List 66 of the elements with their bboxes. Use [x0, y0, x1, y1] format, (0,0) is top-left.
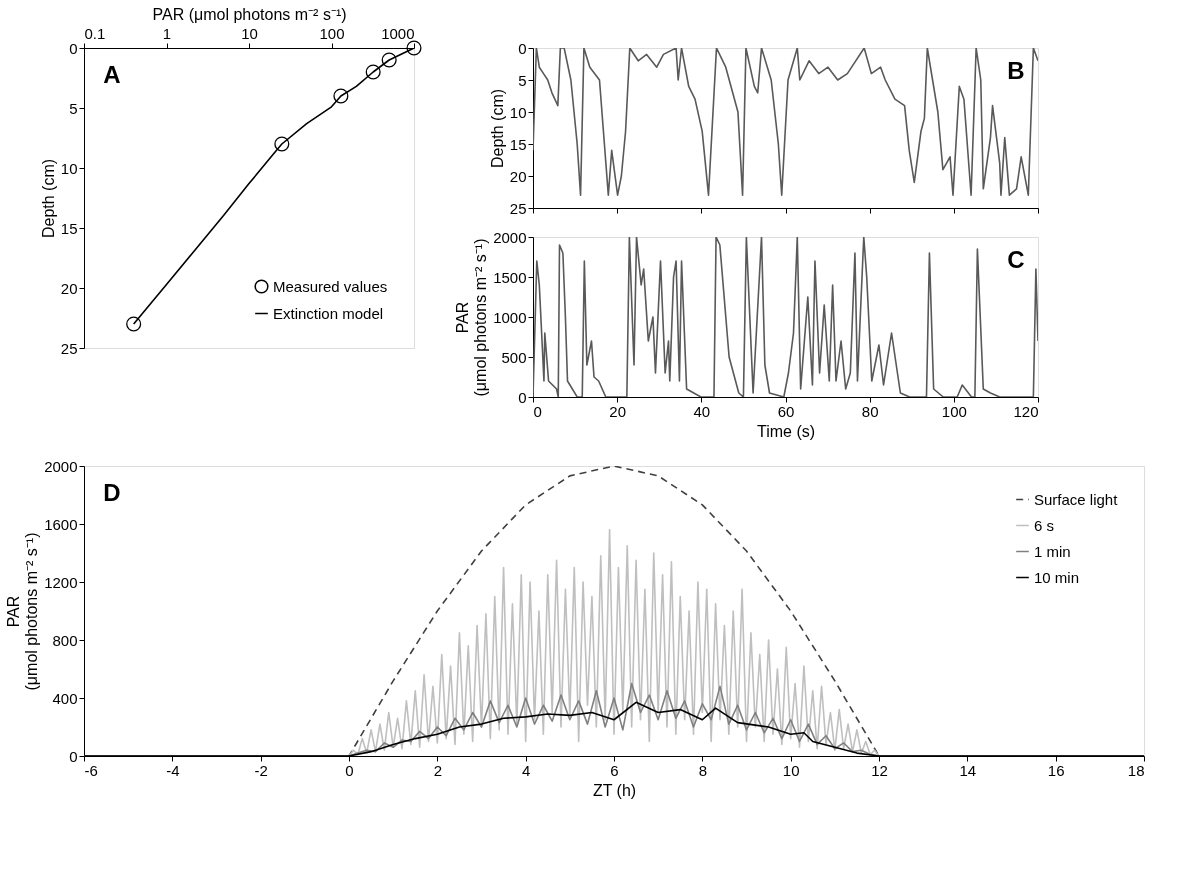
- x-tick-label: 10: [241, 24, 258, 42]
- y-tick-label: 1200: [44, 573, 78, 591]
- y-tick-label: 10: [60, 159, 78, 177]
- x-tick-label: 40: [693, 402, 711, 420]
- x-tick-label: 20: [609, 402, 627, 420]
- x-tick-label: 12: [871, 761, 888, 779]
- y-tick-label: 10: [509, 103, 527, 121]
- x-tick-label: 1: [162, 24, 172, 42]
- x-tick-label: -6: [84, 761, 98, 779]
- y-tick-label: 0: [518, 39, 527, 57]
- x-tick-label: 14: [959, 761, 977, 779]
- y-tick-label: 20: [60, 279, 78, 297]
- x-tick-label: 80: [861, 402, 879, 420]
- annotation: A: [103, 61, 121, 88]
- x-tick-label: 120: [1013, 402, 1039, 420]
- y-axis-title: Depth (cm): [488, 88, 506, 169]
- y-axis-title: Depth (cm): [39, 158, 57, 239]
- y-tick-label: 0: [69, 39, 78, 57]
- legend-label: Measured values: [273, 277, 388, 295]
- y-tick-label: 1000: [493, 308, 527, 326]
- y-tick-label: 1500: [493, 268, 527, 286]
- y-tick-label: 15: [60, 219, 78, 237]
- annotation: D: [103, 479, 121, 506]
- legend-label: 10 min: [1034, 568, 1080, 586]
- x-tick-label: 100: [319, 24, 345, 42]
- y-tick-label: 5: [518, 71, 527, 89]
- x-tick-label: 8: [698, 761, 708, 779]
- x-tick-label: 0: [533, 402, 542, 420]
- annotation: B: [1007, 57, 1025, 84]
- y-tick-label: 25: [60, 339, 78, 357]
- y-tick-label: 500: [501, 348, 527, 366]
- y-tick-label: 800: [52, 631, 78, 649]
- x-tick-label: 100: [941, 402, 967, 420]
- annotation: C: [1007, 246, 1025, 273]
- y-tick-label: 400: [52, 689, 78, 707]
- x-axis-title: PAR (μmol photons m⁻² s⁻¹): [152, 5, 347, 23]
- x-tick-label: 10: [782, 761, 800, 779]
- x-axis-title: ZT (h): [592, 781, 637, 799]
- legend-label: Surface light: [1034, 490, 1119, 508]
- y-tick-label: 1600: [44, 515, 78, 533]
- x-axis-title: Time (s): [756, 422, 816, 440]
- y-axis-title: PAR (μmol photons m⁻² s⁻¹): [5, 532, 41, 691]
- x-tick-label: -2: [254, 761, 268, 779]
- y-tick-label: 20: [509, 167, 527, 185]
- y-tick-label: 15: [509, 135, 527, 153]
- x-tick-label: 0.1: [84, 24, 106, 42]
- line-series: [533, 48, 1038, 196]
- x-tick-label: 0: [345, 761, 354, 779]
- y-tick-label: 2000: [493, 228, 527, 246]
- x-tick-label: 4: [521, 761, 531, 779]
- y-tick-label: 2000: [44, 457, 78, 475]
- legend-label: Extinction model: [273, 304, 384, 322]
- x-tick-label: 18: [1127, 761, 1145, 779]
- y-tick-label: 0: [69, 747, 78, 765]
- x-tick-label: 2: [433, 761, 443, 779]
- x-tick-label: 16: [1047, 761, 1065, 779]
- legend-label: 6 s: [1034, 516, 1055, 534]
- y-tick-label: 25: [509, 199, 527, 217]
- y-tick-label: 5: [69, 99, 78, 117]
- x-tick-label: 6: [610, 761, 619, 779]
- y-tick-label: 0: [518, 388, 527, 406]
- x-tick-label: 1000: [381, 24, 415, 42]
- x-tick-label: 60: [777, 402, 795, 420]
- y-axis-title: PAR (μmol photons m⁻² s⁻¹): [454, 238, 490, 397]
- x-tick-label: -4: [166, 761, 180, 779]
- legend-label: 1 min: [1034, 542, 1071, 560]
